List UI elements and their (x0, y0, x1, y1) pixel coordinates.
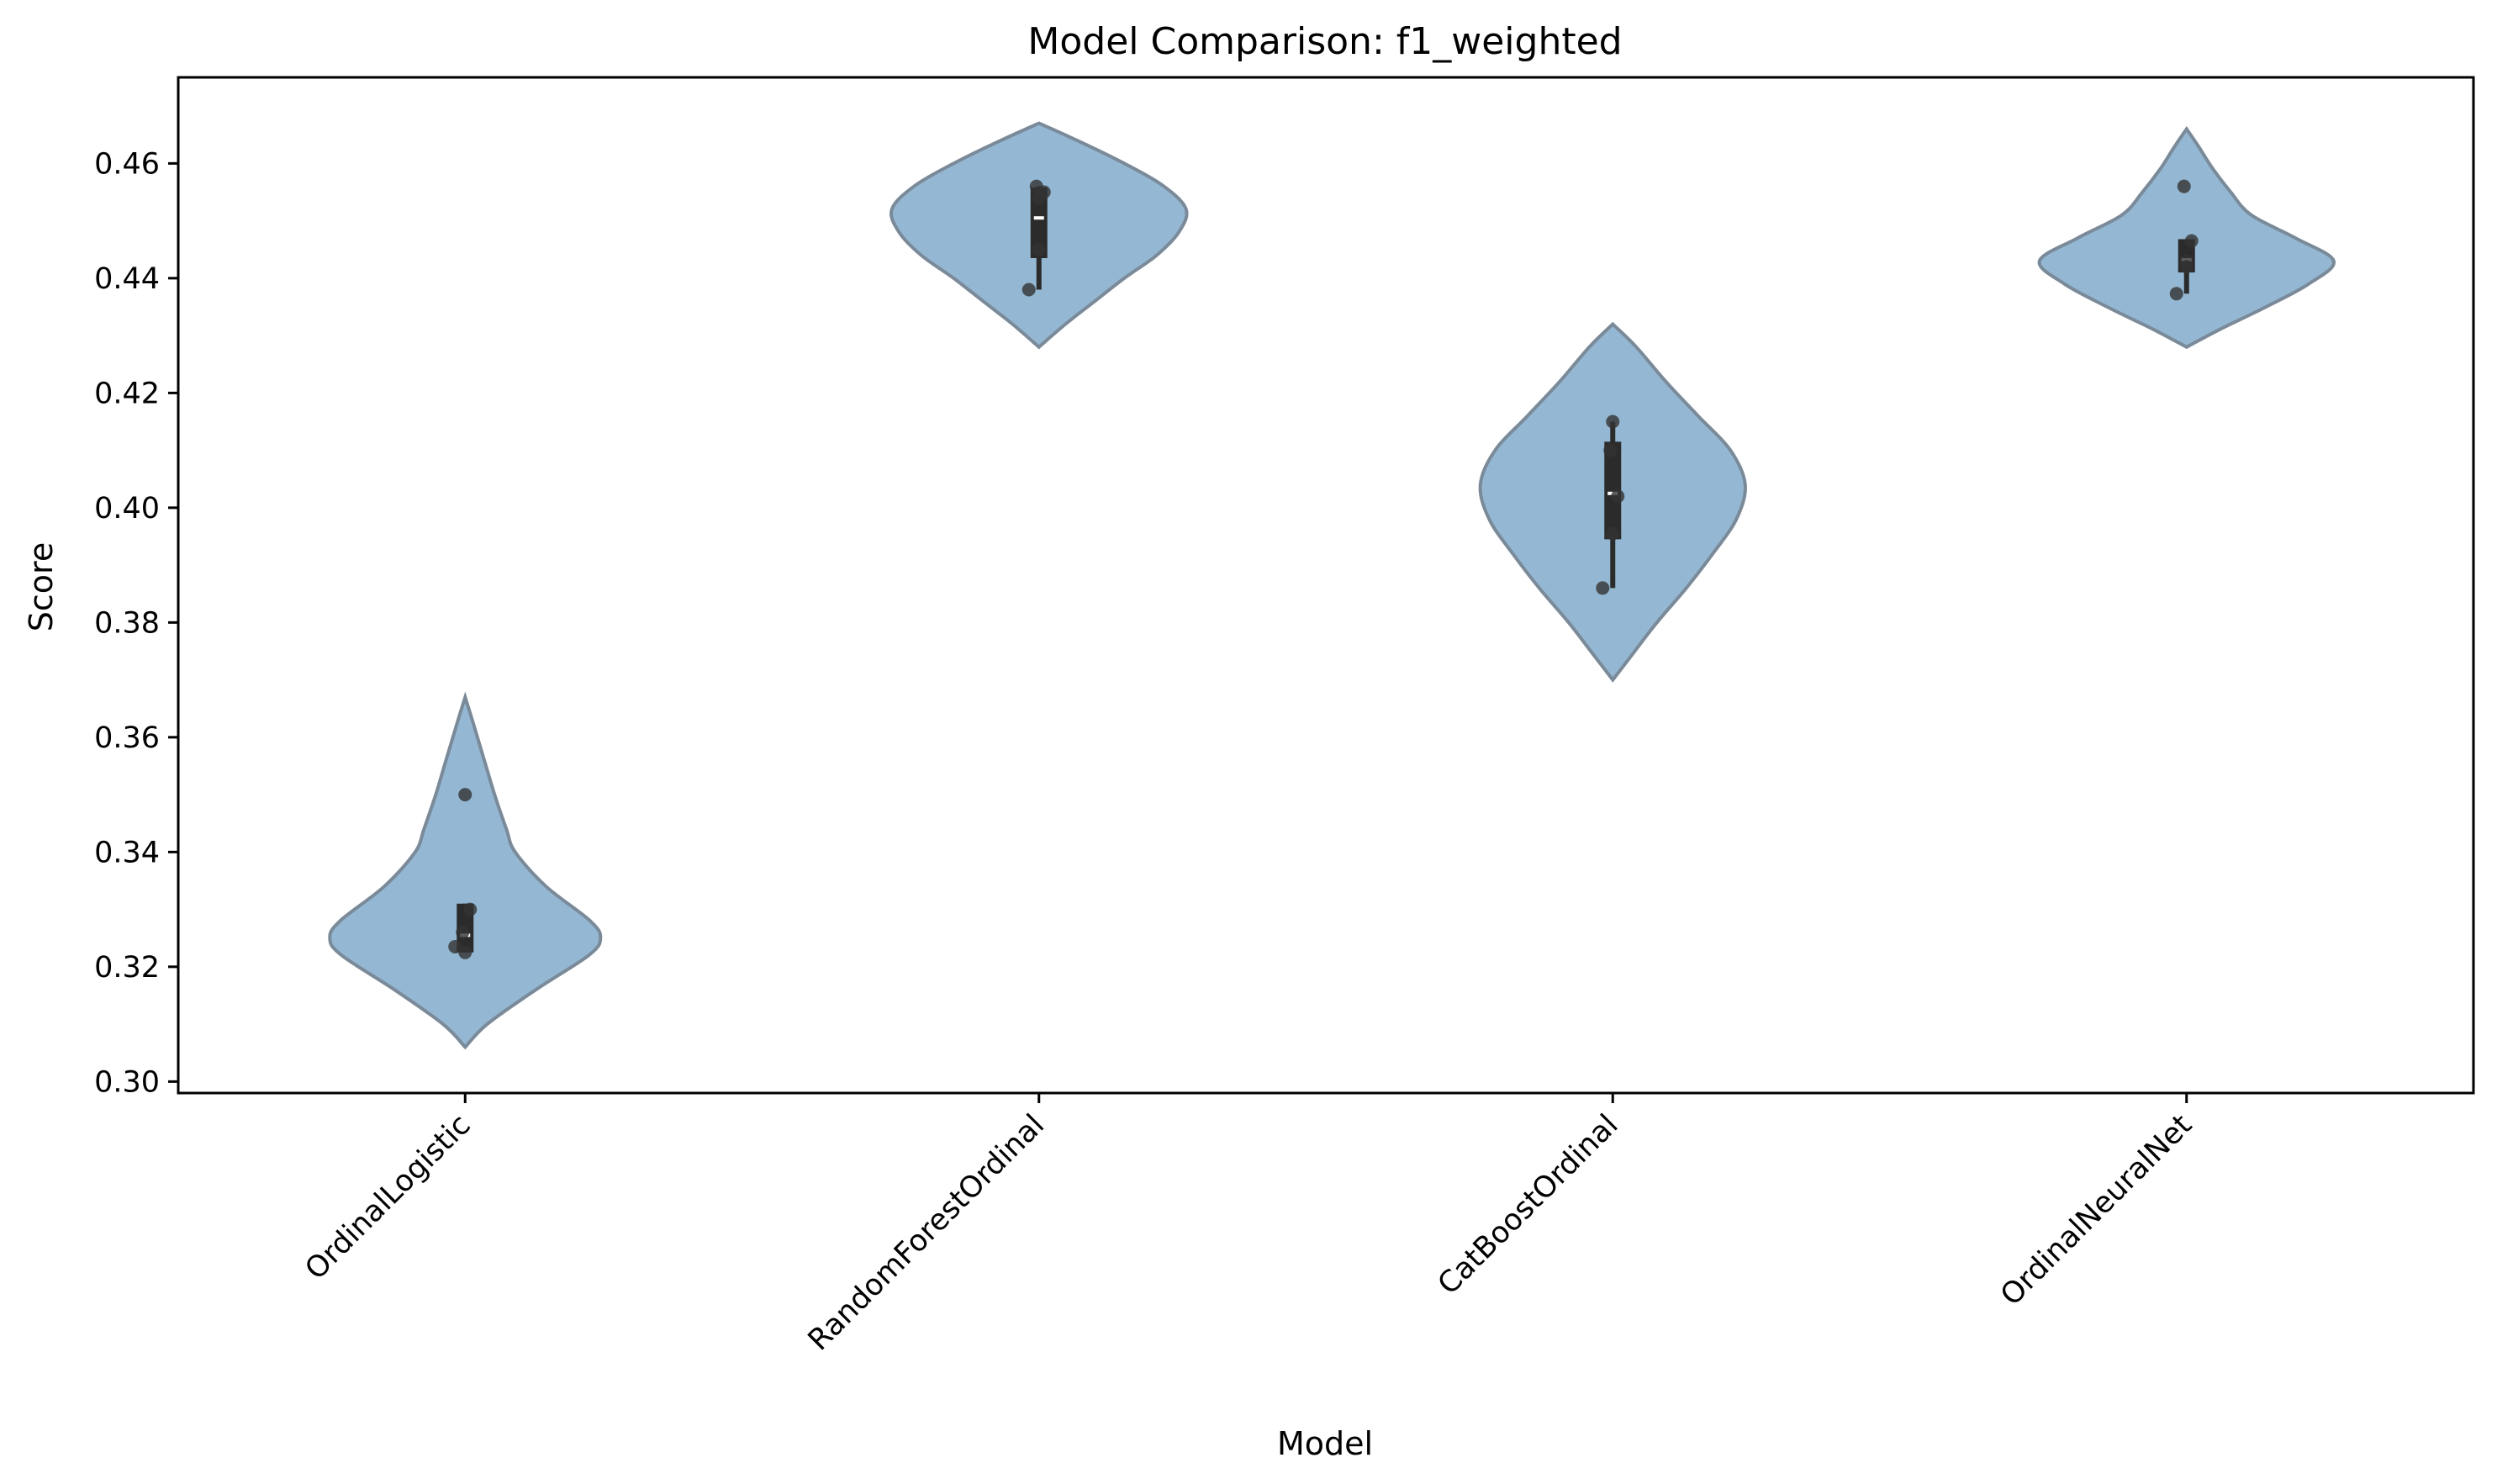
y-tick-label: 0.32 (94, 951, 160, 985)
data-point (1032, 242, 1046, 256)
y-tick-label: 0.40 (94, 492, 160, 525)
y-tick-label: 0.46 (94, 147, 160, 181)
data-point (2179, 260, 2193, 274)
data-point (1022, 283, 1036, 297)
data-point (1606, 415, 1620, 429)
y-axis-label: Score (23, 542, 60, 631)
violin-body (328, 691, 603, 1050)
data-point (1596, 581, 1610, 595)
y-axis-ticks: 0.30 0.32 0.34 0.36 0.38 0.40 0.42 0.44 0.46 (94, 147, 178, 1099)
chart-title: Model Comparison: f1_weighted (1027, 20, 1622, 63)
data-point (456, 925, 470, 939)
data-point (2184, 234, 2199, 248)
data-point (448, 939, 462, 953)
data-point (2169, 287, 2183, 301)
y-tick-label: 0.38 (94, 606, 160, 640)
violins-layer (328, 121, 2336, 1050)
y-tick-label: 0.42 (94, 377, 160, 410)
x-axis-label: Model (1277, 1425, 1373, 1462)
y-tick-label: 0.36 (94, 721, 160, 755)
data-point (1606, 526, 1620, 541)
plot-frame (177, 76, 2475, 1095)
y-tick-label: 0.30 (94, 1065, 160, 1099)
data-point (2177, 179, 2191, 193)
data-point (458, 788, 472, 802)
y-tick-label: 0.44 (94, 262, 160, 296)
data-point (458, 945, 472, 959)
data-point (1032, 191, 1046, 205)
violin-median (1033, 216, 1044, 220)
data-point (1611, 489, 1625, 504)
violin-group (1478, 321, 1747, 683)
violin-group (890, 121, 1189, 350)
violin-group (328, 691, 603, 1050)
y-tick-label: 0.34 (94, 836, 160, 869)
violin-iqr-box (1604, 441, 1622, 540)
violin-group (2037, 125, 2336, 350)
violin-iqr-box (1030, 187, 1048, 258)
data-point (1603, 443, 1618, 457)
data-point (1029, 179, 1043, 193)
data-point (463, 902, 478, 916)
